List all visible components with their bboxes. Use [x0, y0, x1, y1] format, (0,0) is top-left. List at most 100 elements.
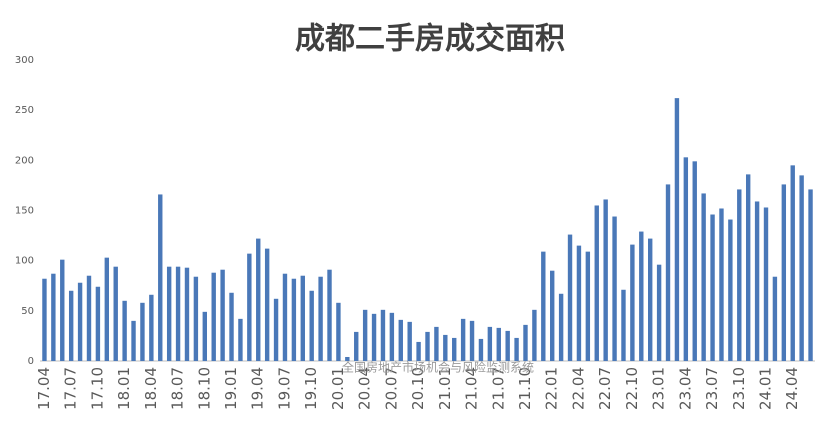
- bar: [496, 327, 501, 361]
- bar: [327, 269, 332, 361]
- x-tick-label: 19.07: [275, 367, 293, 410]
- bar: [149, 294, 154, 361]
- bar: [166, 266, 172, 361]
- bar: [309, 290, 314, 361]
- bar: [175, 266, 181, 361]
- bar: [648, 238, 653, 361]
- bar: [104, 257, 110, 361]
- watermark: 全国房地产市场机会与风险监测系统: [342, 360, 534, 375]
- bar: [452, 337, 457, 361]
- bar: [674, 98, 680, 362]
- bar: [362, 309, 368, 361]
- bar: [425, 331, 430, 361]
- y-tick-label: 50: [21, 306, 34, 317]
- chart-title: 成都二手房成交面积: [295, 22, 565, 57]
- bar: [131, 320, 136, 361]
- bar: [86, 275, 92, 361]
- x-tick-label: 18.01: [115, 367, 133, 410]
- y-tick-label: 300: [15, 55, 34, 66]
- bar: [434, 326, 439, 361]
- bar: [300, 275, 305, 361]
- bar: [621, 289, 626, 361]
- x-tick-label: 21.01: [436, 367, 454, 410]
- bar: [291, 278, 297, 361]
- bar: [273, 298, 279, 361]
- bar: [585, 251, 591, 361]
- x-tick-label: 20.10: [409, 367, 427, 410]
- bar: [710, 214, 715, 361]
- x-tick-label: 22.10: [623, 367, 641, 410]
- bar: [443, 334, 448, 361]
- bar: [380, 309, 386, 361]
- bar: [95, 286, 101, 361]
- bar: [603, 199, 608, 361]
- x-tick-label: 24.04: [783, 367, 801, 410]
- x-tick-label: 18.07: [169, 367, 187, 410]
- x-tick-label: 22.01: [543, 367, 561, 410]
- x-tick-label: 23.07: [703, 367, 721, 410]
- bar: [754, 201, 760, 361]
- bar: [211, 272, 216, 361]
- bar: [550, 270, 555, 361]
- x-tick-label: 17.10: [88, 367, 106, 410]
- y-tick-label: 150: [15, 206, 34, 217]
- bar: [77, 282, 83, 361]
- bar: [336, 302, 341, 361]
- x-tick-label: 24.01: [757, 367, 775, 410]
- bar: [68, 290, 74, 361]
- bar: [264, 248, 270, 361]
- bar: [354, 331, 359, 361]
- bar: [113, 266, 118, 361]
- bar: [407, 321, 412, 361]
- bar: [478, 338, 484, 361]
- bar: [122, 300, 127, 361]
- bar: [737, 189, 742, 361]
- bar: [683, 157, 689, 361]
- x-tick-label: 22.07: [596, 367, 614, 410]
- bar: [692, 161, 697, 361]
- x-tick-label: 22.04: [569, 367, 587, 410]
- bar: [256, 238, 261, 361]
- x-tick-label: 19.10: [302, 367, 320, 410]
- bar: [416, 341, 421, 361]
- bar: [745, 174, 751, 361]
- bar: [514, 337, 519, 361]
- x-tick-label: 18.10: [195, 367, 213, 410]
- bar: [790, 165, 795, 361]
- bar: [371, 313, 377, 361]
- bar: [567, 234, 573, 361]
- bar: [184, 267, 190, 361]
- bar: [639, 231, 644, 361]
- bar: [576, 245, 582, 361]
- bar: [612, 216, 617, 361]
- bar: [808, 189, 813, 361]
- x-tick-label: 19.01: [222, 367, 240, 410]
- bar: [193, 276, 199, 361]
- bar: [345, 356, 350, 361]
- bar: [763, 207, 769, 361]
- bar: [594, 205, 599, 361]
- y-tick-label: 200: [15, 155, 34, 166]
- bar: [523, 324, 528, 361]
- x-tick-label: 21.04: [463, 367, 481, 410]
- x-tick-label: 20.01: [329, 367, 347, 410]
- x-tick-label: 19.04: [249, 367, 267, 410]
- bar: [772, 276, 778, 361]
- bar: [202, 311, 207, 361]
- bar: [701, 193, 706, 361]
- bar: [51, 273, 56, 361]
- bar: [719, 208, 724, 361]
- bar: [140, 302, 145, 361]
- bar: [505, 330, 510, 361]
- y-tick-label: 0: [28, 356, 34, 367]
- bar: [630, 244, 635, 361]
- bar: [728, 219, 733, 361]
- bar: [469, 320, 475, 361]
- bar: [247, 253, 252, 361]
- bar: [229, 292, 234, 361]
- x-tick-label: 23.04: [676, 367, 694, 410]
- bar: [220, 269, 225, 361]
- x-tick-label: 20.07: [382, 367, 400, 410]
- bar: [487, 326, 493, 361]
